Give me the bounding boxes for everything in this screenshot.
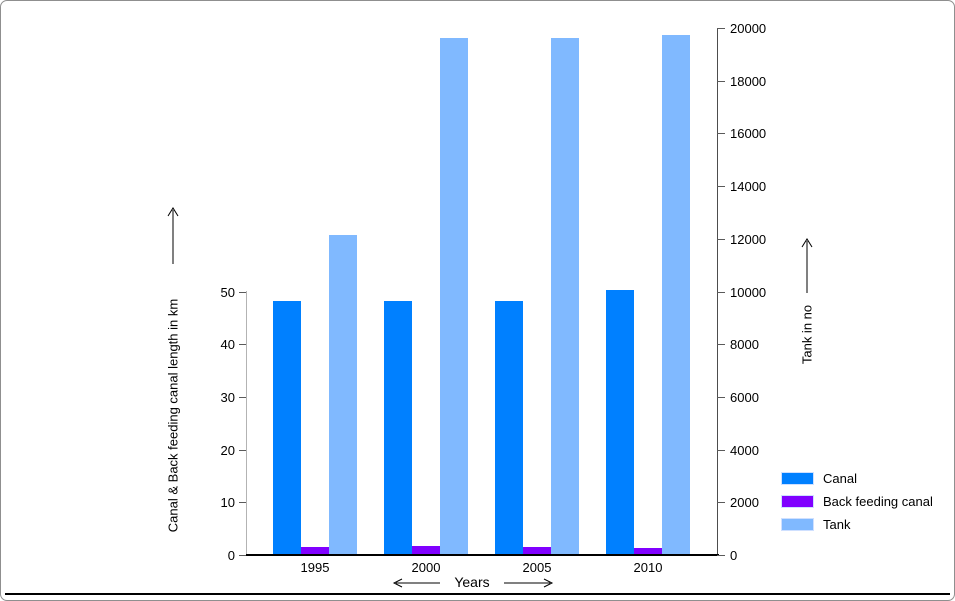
- right-axis-tick-label: 14000: [730, 179, 767, 194]
- left-axis-title: Canal & Back feeding canal length in km: [165, 298, 181, 533]
- right-arrow-icon: [502, 576, 554, 590]
- bar-tank-2005: [551, 38, 579, 554]
- legend-label: Back feeding canal: [823, 494, 933, 509]
- right-axis-tick-label: 4000: [730, 443, 759, 458]
- right-axis-tick-label: 6000: [730, 390, 759, 405]
- right-axis-tick: [717, 502, 725, 503]
- legend-swatch-tank: [781, 518, 814, 531]
- bottom-rule: [5, 593, 950, 595]
- bar-canal-1995: [273, 301, 301, 554]
- x-category-label: 2005: [522, 560, 552, 575]
- x-category-label: 2010: [633, 560, 663, 575]
- left-axis-tick: [239, 450, 246, 451]
- right-axis-tick: [717, 292, 725, 293]
- right-axis-tick: [717, 133, 725, 134]
- bar-canal-2005: [495, 301, 523, 554]
- right-axis-tick-label: 16000: [730, 126, 767, 141]
- right-axis-tick: [717, 28, 725, 29]
- up-arrow-icon: [797, 237, 817, 295]
- left-axis-tick: [239, 502, 246, 503]
- bar-canal-2000: [384, 301, 412, 554]
- right-axis-title: Tank in no: [799, 304, 815, 365]
- bar-back-feeding-canal-1995: [301, 547, 329, 554]
- right-axis-tick-label: 8000: [730, 337, 759, 352]
- left-axis-tick-label: 30: [220, 390, 235, 405]
- right-axis-tick: [717, 239, 725, 240]
- left-axis-tick: [239, 397, 246, 398]
- x-axis-title: Years: [454, 574, 490, 590]
- left-axis-tick-label: 40: [220, 337, 235, 352]
- bar-tank-2010: [662, 35, 690, 554]
- left-axis-tick: [239, 292, 246, 293]
- legend-swatch-back-feeding-canal: [781, 495, 814, 508]
- left-arrow-icon: [392, 576, 442, 590]
- right-axis-tick: [717, 450, 725, 451]
- left-axis-tick-label: 20: [220, 443, 235, 458]
- right-axis-tick-label: 20000: [730, 21, 767, 36]
- right-axis-tick: [717, 186, 725, 187]
- right-axis-tick-label: 0: [730, 548, 738, 563]
- bar-canal-2010: [606, 290, 634, 554]
- bar-back-feeding-canal-2005: [523, 547, 551, 554]
- legend-label: Tank: [823, 517, 851, 532]
- right-axis-tick: [717, 344, 725, 345]
- left-axis-line: [246, 291, 247, 555]
- x-category-label: 1995: [300, 560, 330, 575]
- up-arrow-icon: [163, 206, 183, 266]
- right-axis-tick-label: 18000: [730, 74, 767, 89]
- bar-back-feeding-canal-2010: [634, 548, 662, 554]
- bar-tank-2000: [440, 38, 468, 554]
- bar-tank-1995: [329, 235, 357, 554]
- right-axis-line: [717, 28, 718, 555]
- right-axis-tick-label: 12000: [730, 232, 767, 247]
- left-axis-tick: [239, 555, 246, 556]
- right-axis-tick: [717, 555, 725, 556]
- right-axis-tick: [717, 397, 725, 398]
- bar-back-feeding-canal-2000: [412, 546, 440, 554]
- left-axis-tick-label: 0: [227, 548, 235, 563]
- left-axis-tick-label: 10: [220, 495, 235, 510]
- right-axis-tick-label: 2000: [730, 495, 759, 510]
- left-axis-tick-label: 50: [220, 285, 235, 300]
- legend-swatch-canal: [781, 472, 814, 485]
- legend-label: Canal: [823, 471, 857, 486]
- x-axis-line: [246, 554, 719, 556]
- x-category-label: 2000: [411, 560, 441, 575]
- left-axis-tick: [239, 344, 246, 345]
- right-axis-tick: [717, 81, 725, 82]
- right-axis-tick-label: 10000: [730, 285, 767, 300]
